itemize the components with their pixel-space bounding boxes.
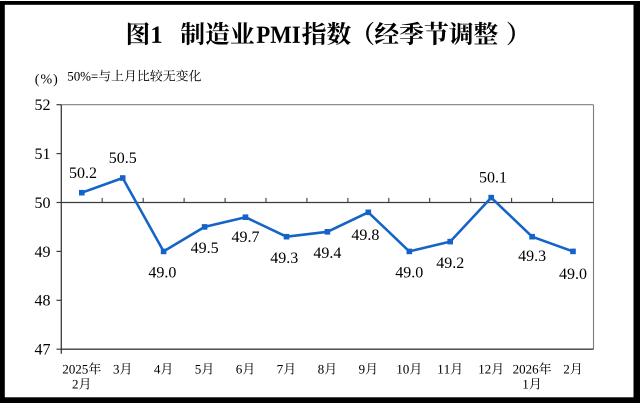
svg-text:49.4: 49.4 [313,245,341,262]
svg-text:49.0: 49.0 [395,265,423,282]
svg-text:51: 51 [35,146,51,163]
svg-text:50: 50 [35,195,51,212]
svg-text:49.7: 49.7 [232,229,260,246]
svg-text:49.8: 49.8 [351,227,379,244]
svg-text:49.2: 49.2 [436,255,464,272]
svg-text:49.3: 49.3 [270,250,298,267]
svg-text:52: 52 [35,97,51,114]
svg-text:48: 48 [35,293,51,310]
svg-text:50.1: 50.1 [479,170,507,187]
svg-text:(%): (%) [35,72,59,87]
svg-text:49.0: 49.0 [559,266,587,283]
svg-text:49.0: 49.0 [148,265,176,282]
svg-text:50.2: 50.2 [69,165,97,182]
svg-text:50.5: 50.5 [109,150,137,167]
svg-text:49: 49 [35,244,51,261]
svg-text:49.5: 49.5 [191,240,219,257]
svg-text:47: 47 [35,342,51,359]
svg-text:49.3: 49.3 [518,248,546,265]
